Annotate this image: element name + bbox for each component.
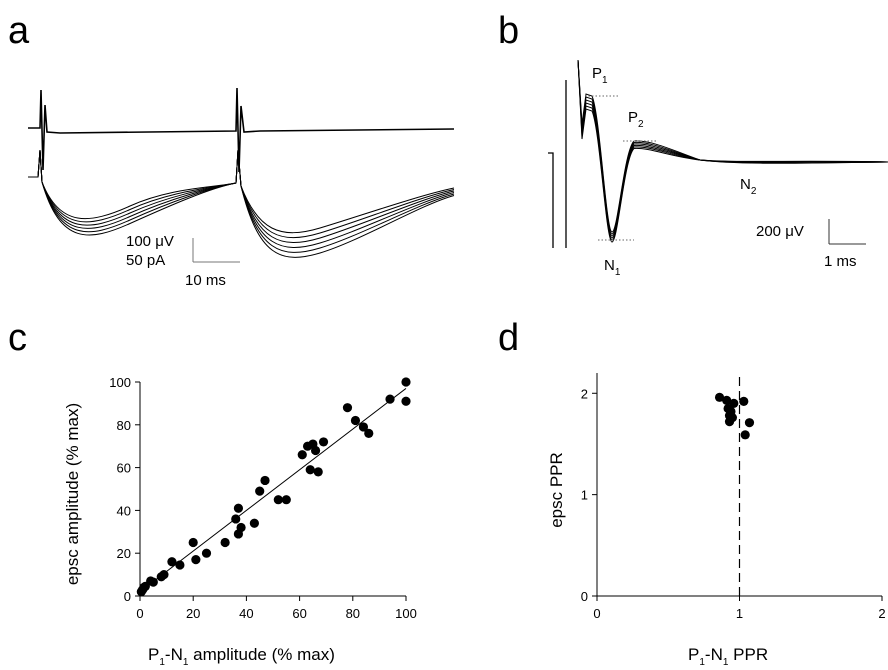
epsc-trace: [28, 149, 455, 248]
data-point: [231, 514, 241, 524]
panel-c-xlabel: P1-N1 amplitude (% max): [148, 645, 335, 668]
scale-bar-a-voltage: 100 μV: [126, 233, 174, 250]
data-point: [260, 475, 270, 486]
panel-letter-c: c: [8, 317, 27, 359]
data-point: [175, 560, 185, 570]
data-point: [273, 495, 283, 505]
data-point: [739, 396, 749, 406]
x-tick-label: 60: [292, 606, 306, 621]
x-tick-label: 1: [736, 606, 743, 621]
scale-bar-a-current: 50 pA: [126, 252, 165, 269]
data-point: [297, 450, 307, 460]
data-point: [159, 570, 169, 580]
data-point: [201, 548, 212, 558]
x-tick-label: 0: [136, 606, 143, 621]
panel-letter-a: a: [8, 10, 30, 52]
panel-a-traces: [28, 87, 455, 258]
field-epsp-trace: [577, 59, 888, 235]
data-point: [724, 417, 735, 427]
y-tick-label: 40: [117, 503, 131, 518]
data-point: [305, 465, 315, 475]
data-point: [401, 396, 411, 406]
y-tick-label: 60: [117, 461, 131, 476]
epsc-trace: [28, 149, 455, 258]
data-point: [714, 392, 725, 402]
data-point: [364, 428, 374, 438]
x-tick-label: 0: [593, 606, 600, 621]
y-tick-label: 100: [109, 375, 131, 390]
panel-b-peak-markers: [585, 95, 658, 241]
stimulus-artifact-left: [548, 152, 554, 248]
data-point: [313, 467, 323, 477]
data-point: [401, 377, 411, 387]
x-tick-label: 80: [346, 606, 360, 621]
field-epsp-trace: [577, 59, 888, 239]
panel-d-xlabel: P1-N1 PPR: [688, 645, 768, 668]
field-epsp-trace: [577, 59, 888, 233]
data-point: [255, 486, 265, 496]
label-p1: P1: [592, 65, 608, 86]
label-n2: N2: [740, 176, 757, 197]
data-point: [167, 557, 177, 567]
y-tick-label: 0: [124, 589, 131, 604]
data-point: [740, 430, 750, 440]
y-tick-label: 20: [117, 546, 131, 561]
epsc-trace: [28, 149, 455, 253]
panel-c-points: [136, 377, 411, 597]
y-tick-label: 80: [117, 418, 131, 433]
panel-c-ylabel: epsc amplitude (% max): [63, 403, 82, 585]
y-tick-label: 1: [581, 488, 588, 503]
data-point: [249, 518, 259, 528]
x-tick-label: 40: [239, 606, 253, 621]
data-point: [318, 437, 329, 447]
x-tick-label: 20: [186, 606, 200, 621]
data-point: [342, 403, 353, 413]
data-point: [236, 522, 246, 533]
panel-d-ylabel: epsc PPR: [547, 452, 566, 528]
panel-b-traces: [548, 59, 888, 248]
data-point: [148, 577, 158, 587]
data-point: [722, 395, 732, 405]
panel-a-scale-bar: [192, 238, 240, 263]
panel-letter-d: d: [498, 317, 519, 359]
data-point: [729, 398, 739, 409]
panel-b-scale-bar: [828, 219, 866, 245]
data-point: [188, 537, 198, 548]
regression-line: [139, 388, 407, 593]
field-epsp-trace: [577, 59, 888, 237]
field-epsp-trace: [577, 59, 888, 241]
x-tick-label: 100: [395, 606, 417, 621]
data-point: [350, 415, 361, 426]
epsc-trace: [28, 149, 455, 234]
y-tick-label: 0: [581, 589, 588, 604]
label-n1: N1: [604, 257, 621, 278]
data-point: [310, 445, 321, 456]
field-potential-trace: [28, 87, 455, 173]
data-point: [385, 394, 395, 404]
data-point: [233, 503, 244, 513]
y-tick-label: 2: [581, 386, 588, 401]
data-point: [744, 418, 755, 428]
panel-letter-b: b: [498, 10, 519, 52]
data-point: [281, 495, 291, 505]
scale-bar-a-time: 10 ms: [185, 272, 226, 289]
scale-bar-b-time: 1 ms: [824, 253, 857, 270]
panel-c-axes: 0 20 40 60 80 100 0 20 40 60 80 100: [109, 375, 417, 621]
data-point: [358, 422, 369, 432]
data-point: [220, 537, 230, 548]
x-tick-label: 2: [878, 606, 885, 621]
label-p2: P2: [628, 109, 644, 130]
field-epsp-trace: [577, 59, 888, 243]
data-point: [191, 555, 201, 565]
panel-d-axes: 0 1 2 0 1 2: [581, 373, 886, 621]
panel-d-points: [714, 392, 755, 440]
scale-bar-b-voltage: 200 μV: [756, 223, 804, 240]
